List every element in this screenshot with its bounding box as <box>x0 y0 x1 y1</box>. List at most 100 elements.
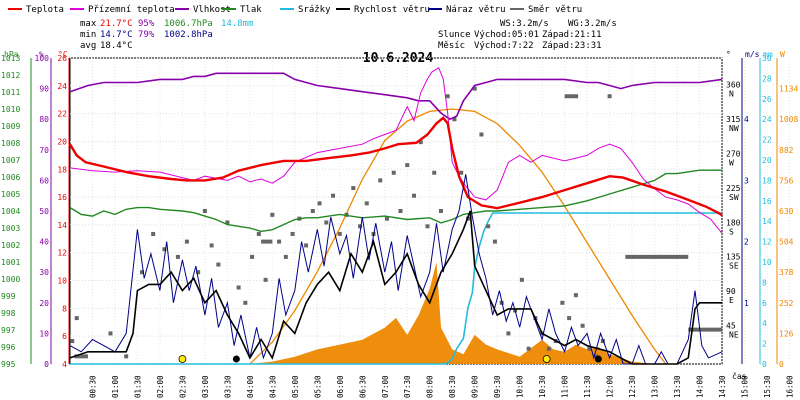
direction-tick-value: 180 <box>726 218 741 227</box>
legend-label: Tlak <box>240 5 262 15</box>
stat-max-press: 1006.7hPa <box>164 19 213 29</box>
pressure-tick-label: 1006 <box>1 173 20 182</box>
x-tick-label: 00:30 <box>88 375 97 398</box>
humidity-tick-label: 60 <box>39 176 49 185</box>
rain-tick-label: 30 <box>762 54 772 63</box>
wind-direction-point <box>573 293 578 298</box>
unit-w: W <box>780 50 785 59</box>
humidity-line <box>69 72 723 121</box>
x-axis: 00:30 01:00 01:30 02:00 02:30 03:00 03:30 04:00… <box>88 375 794 398</box>
direction-tick-cardinal: SW <box>729 193 739 202</box>
stat-max-rain: 14.8mm <box>221 19 254 29</box>
legend-label: Směr větru <box>528 5 582 15</box>
wind-direction-point <box>519 277 524 282</box>
moon-rise: Východ:7:22 <box>474 41 534 51</box>
wind-direction-point <box>304 243 309 248</box>
solar-tick-label: 252 <box>779 299 794 308</box>
direction-tick-cardinal: N <box>729 90 734 99</box>
wind-direction-point <box>250 254 255 259</box>
wind-direction-point <box>337 231 342 236</box>
pressure-tick-label: 1012 <box>1 71 20 80</box>
rain-line <box>70 212 722 365</box>
pressure-tick-label: 995 <box>1 360 16 369</box>
stat-avg-label: avg <box>80 41 96 51</box>
humidity-tick-label: 30 <box>39 268 49 277</box>
x-tick-label: 06:00 <box>336 375 345 398</box>
temperature-tick-label: 24 <box>57 82 67 91</box>
wind-direction-point <box>162 247 167 252</box>
direction-tick-cardinal: NE <box>729 331 739 340</box>
wind-tick-label: 4 <box>744 115 749 124</box>
rain-tick-label: 12 <box>762 238 772 247</box>
x-tick-label: 03:00 <box>201 375 210 398</box>
direction-tick-cardinal: W <box>729 158 734 167</box>
solar-tick-label: 504 <box>779 238 794 247</box>
x-tick-label: 06:30 <box>358 375 367 398</box>
sun-marker <box>178 355 187 363</box>
direction-tick-value: 360 <box>726 81 741 90</box>
rain-tick-label: 14 <box>762 217 772 226</box>
x-tick-label: 13:00 <box>651 375 660 398</box>
rain-tick-label: 4 <box>762 319 767 328</box>
x-tick-label: 01:00 <box>111 375 120 398</box>
solar-tick-label: 756 <box>779 176 794 185</box>
direction-tick-value: 315 <box>726 115 741 124</box>
solar-tick-label: 1134 <box>779 85 798 94</box>
stat-min-label: min <box>80 30 96 40</box>
x-tick-label: 02:00 <box>156 375 165 398</box>
wind-direction-point <box>472 86 477 91</box>
wind-direction-point <box>151 231 156 236</box>
pressure-tick-label: 1008 <box>1 139 20 148</box>
wind-direction-point <box>391 170 396 175</box>
wind-direction-point <box>256 231 261 236</box>
rain-tick-label: 18 <box>762 176 772 185</box>
x-tick-label: 14:30 <box>718 375 727 398</box>
direction-tick-value: 225 <box>726 184 741 193</box>
stat-min-hum: 79% <box>138 30 155 40</box>
wind-direction-point <box>560 300 565 305</box>
x-tick-label: 07:00 <box>381 375 390 398</box>
wind-direction-point <box>124 354 129 359</box>
pressure-tick-label: 996 <box>1 343 16 352</box>
rain-tick-label: 10 <box>762 258 772 267</box>
right-axes: 45NE90E135SE180S225SW270W315NW360N123402… <box>726 54 798 369</box>
wind-direction-point <box>277 239 282 244</box>
pressure-tick-label: 1013 <box>1 54 20 63</box>
temperature-tick-label: 4 <box>62 360 67 369</box>
x-tick-label: 09:00 <box>471 375 480 398</box>
rain-tick-label: 28 <box>762 74 772 83</box>
direction-tick-cardinal: SE <box>729 262 739 271</box>
x-tick-label: 12:30 <box>628 375 637 398</box>
sun-label: Slunce <box>438 30 471 40</box>
unit-headers: hPa % °C ° m/s mm W <box>4 50 785 59</box>
wind-direction-point <box>74 316 79 321</box>
moon-marker <box>594 355 602 363</box>
wind-direction-point <box>263 277 268 282</box>
rain-tick-label: 6 <box>762 299 767 308</box>
temperature-tick-label: 16 <box>57 193 67 202</box>
stat-avg-temp: 18.4°C <box>100 41 133 51</box>
humidity-tick-label: 50 <box>39 207 49 216</box>
pressure-tick-label: 998 <box>1 309 16 318</box>
unit-celsius: °C <box>58 50 68 59</box>
temperature-tick-label: 20 <box>57 137 67 146</box>
pressure-tick-label: 1005 <box>1 190 20 199</box>
direction-tick-value: 45 <box>726 322 736 331</box>
x-tick-label: 14:00 <box>696 375 705 398</box>
humidity-tick-label: 40 <box>39 238 49 247</box>
x-tick-label: 13:30 <box>673 375 682 398</box>
pressure-tick-label: 1009 <box>1 122 20 131</box>
wind-direction-point <box>70 339 75 344</box>
rain-tick-label: 20 <box>762 156 772 165</box>
x-tick-label: 08:30 <box>448 375 457 398</box>
stat-min-press: 1002.8hPa <box>164 30 213 40</box>
x-tick-label: 05:30 <box>313 375 322 398</box>
rain-tick-label: 0 <box>762 360 767 369</box>
stat-min-temp: 14.7°C <box>100 30 133 40</box>
humidity-tick-label: 70 <box>39 146 49 155</box>
solar-tick-label: 0 <box>779 360 784 369</box>
wind-direction-point <box>486 224 491 229</box>
unit-ms: m/s <box>745 50 760 59</box>
x-tick-label: 15:00 <box>740 375 749 398</box>
wind-direction-point <box>175 254 180 259</box>
